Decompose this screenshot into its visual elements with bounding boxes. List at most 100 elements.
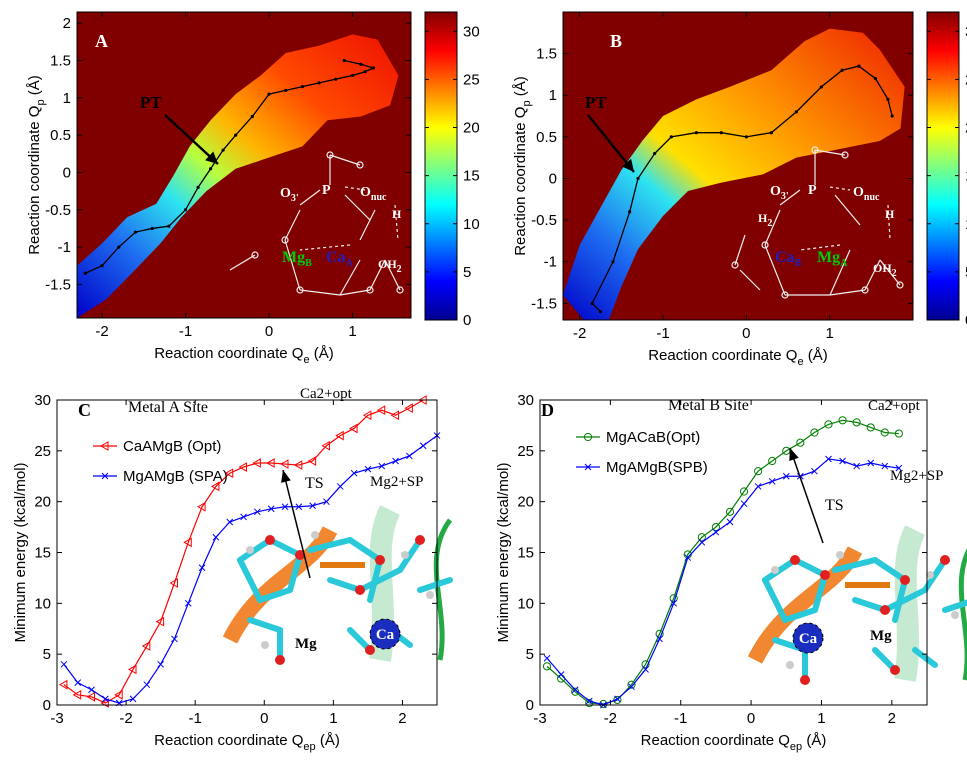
hydrogen-atom bbox=[261, 641, 269, 649]
y-tick-label: 30 bbox=[517, 392, 534, 409]
data-point bbox=[712, 528, 720, 536]
x-axis-label: Reaction coordinate Qe (Å) bbox=[648, 347, 828, 368]
path-point bbox=[284, 88, 288, 92]
path-point bbox=[250, 114, 254, 119]
x-tick-label: -3 bbox=[533, 710, 546, 727]
hydrogen-atom bbox=[311, 531, 319, 539]
data-point bbox=[895, 464, 903, 472]
x-axis-label-sub: e bbox=[797, 356, 803, 368]
structure-bond bbox=[369, 259, 386, 291]
x-axis-label-main: Reaction coordinate Q bbox=[641, 732, 790, 749]
path-point bbox=[653, 151, 657, 156]
y-tick-label: 25 bbox=[517, 443, 534, 460]
data-point bbox=[839, 457, 846, 465]
stick-bond bbox=[782, 607, 818, 623]
structure-bond bbox=[764, 209, 781, 246]
data-point bbox=[825, 455, 832, 463]
hydrogen-atom bbox=[246, 546, 254, 554]
ca-opt-label: Ca2+opt bbox=[300, 386, 353, 402]
colorbar-tick-label: 30 bbox=[965, 23, 967, 40]
series-line bbox=[63, 399, 424, 704]
mg-label: Mg bbox=[870, 628, 892, 644]
stick-bond bbox=[882, 587, 928, 613]
x-tick-label: 1 bbox=[329, 710, 337, 727]
x-tick-label: -1 bbox=[179, 323, 192, 340]
oxygen-atom bbox=[415, 535, 425, 545]
structure-label-sub: 2 bbox=[767, 218, 772, 229]
structure-atom bbox=[731, 261, 739, 269]
legend-label: MgAMgB (SPA) bbox=[123, 468, 228, 485]
stick-bond bbox=[832, 557, 878, 573]
x-axis-label-unit: (Å) bbox=[802, 732, 826, 749]
stick-bond bbox=[792, 557, 828, 578]
panel-letter: C bbox=[78, 400, 91, 420]
data-point bbox=[782, 472, 790, 480]
path-point bbox=[317, 81, 321, 85]
y-axis-label: Reaction coordinate Qp (Å) bbox=[512, 76, 533, 256]
x-tick-label: 2 bbox=[398, 710, 406, 727]
y-tick-label: 2 bbox=[63, 15, 71, 32]
structure-label-sub: A bbox=[346, 258, 354, 269]
y-axis-label-sub: p bbox=[35, 99, 47, 105]
x-tick-label: 1 bbox=[348, 323, 356, 340]
data-point bbox=[155, 616, 165, 627]
data-point bbox=[252, 458, 261, 468]
colorbar-tick-label: 10 bbox=[463, 216, 480, 233]
structure-bond bbox=[299, 189, 321, 206]
y-tick-label: -1.5 bbox=[45, 276, 71, 293]
x-tick-label: -2 bbox=[119, 710, 132, 727]
stick-bond bbox=[922, 557, 948, 593]
data-point bbox=[267, 505, 275, 513]
data-point bbox=[739, 487, 749, 496]
ts-arrow-head bbox=[789, 448, 799, 461]
energy-basin bbox=[77, 34, 399, 318]
orange-ribbon bbox=[222, 526, 338, 644]
data-point bbox=[557, 671, 565, 678]
data-point bbox=[279, 459, 289, 469]
structure-bond bbox=[734, 234, 746, 266]
stick-bond bbox=[812, 572, 828, 613]
structure-atom bbox=[811, 146, 819, 154]
y-tick-label: 5 bbox=[526, 646, 534, 663]
hydrogen-atom bbox=[426, 591, 434, 599]
structure-label: OH2 bbox=[378, 257, 402, 275]
path-point bbox=[83, 271, 87, 275]
structure-bond bbox=[764, 244, 786, 296]
oxygen-atom bbox=[355, 585, 365, 595]
structure-label-sub: nuc bbox=[864, 192, 880, 203]
y-tick-label: 25 bbox=[34, 443, 51, 460]
structure-atom bbox=[281, 236, 289, 244]
pt-label: PT bbox=[140, 93, 162, 112]
structure-label: OH2 bbox=[873, 261, 897, 279]
path-point bbox=[133, 230, 138, 234]
data-point bbox=[571, 687, 580, 696]
path-point bbox=[719, 131, 723, 135]
stick-bond bbox=[347, 537, 383, 563]
structure-bond bbox=[864, 259, 881, 291]
structure-bond bbox=[284, 209, 301, 241]
colorbar-tick-label: 25 bbox=[463, 71, 480, 88]
y-axis-label: Reaction coordinate Qp (Å) bbox=[26, 75, 47, 255]
data-point bbox=[323, 498, 330, 506]
stick-bond bbox=[762, 577, 788, 623]
data-point bbox=[796, 438, 805, 447]
data-point bbox=[141, 641, 151, 651]
colorbar-tick-label: 10 bbox=[965, 216, 967, 233]
x-axis-label-unit: (Å) bbox=[316, 732, 340, 749]
stick-bond bbox=[267, 537, 303, 558]
data-point bbox=[210, 481, 220, 492]
x-tick-label: -3 bbox=[50, 710, 63, 727]
data-point bbox=[627, 680, 636, 689]
protein-inset: Ca bbox=[747, 525, 967, 685]
data-point bbox=[867, 459, 875, 467]
structure-bond bbox=[339, 259, 361, 296]
path-point bbox=[819, 85, 823, 89]
hydrogen-atom bbox=[951, 611, 959, 619]
data-point bbox=[881, 462, 889, 470]
data-point bbox=[171, 635, 178, 643]
path-point bbox=[890, 114, 894, 118]
x-tick-label: -1 bbox=[656, 325, 669, 342]
stick-bond bbox=[417, 577, 453, 593]
y-tick-label: 10 bbox=[34, 595, 51, 612]
path-point bbox=[267, 92, 271, 96]
